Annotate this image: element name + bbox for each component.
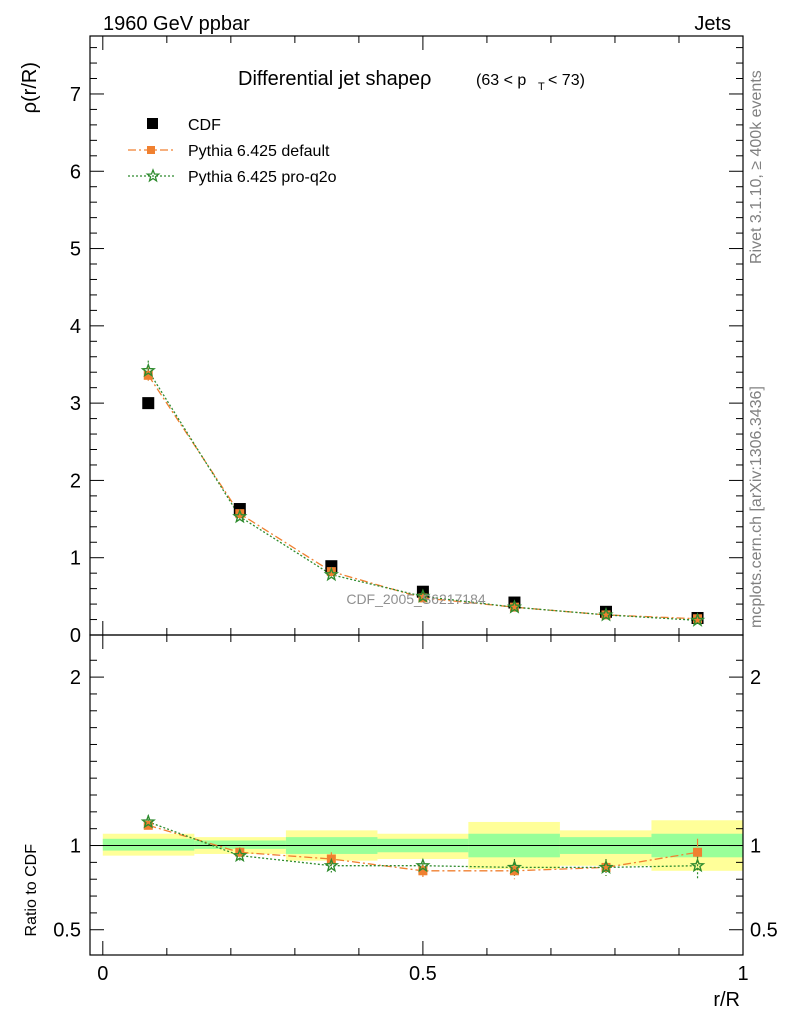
x-axis-label: r/R	[713, 989, 740, 1011]
ratio-default-point	[601, 862, 611, 872]
x-tick-label: 1	[737, 963, 748, 985]
ratio-y-tick-label: 1	[70, 836, 81, 858]
title-range-sub: T	[538, 81, 545, 93]
main-y-tick-label: 7	[70, 84, 81, 106]
legend-cdf-marker	[147, 118, 158, 129]
ratio-default-point	[418, 866, 428, 876]
legend-cdf-label: CDF	[188, 117, 221, 134]
main-default-point	[509, 602, 519, 612]
main-default-point	[693, 614, 703, 624]
ratio-y-tick-label: 0.5	[53, 920, 81, 942]
main-y-tick-label: 4	[70, 316, 81, 338]
ratio-pro-point	[598, 859, 614, 874]
main-y-tick-label: 0	[70, 625, 81, 647]
ratio-pro-point	[232, 847, 248, 863]
ratio-default-point	[509, 866, 519, 876]
series-lines	[147, 370, 698, 872]
ratio-plot-frame	[89, 634, 744, 956]
ratio-default-point	[693, 847, 703, 857]
ratio-y-tick-label-right: 1	[750, 836, 761, 858]
main-default-line	[147, 374, 698, 620]
title-range-close: < 73)	[548, 72, 585, 89]
ratio-pro-point	[689, 857, 706, 873]
ratio-uncertainty-bands	[90, 820, 743, 871]
title-range-open: (63 < p	[476, 72, 526, 89]
header-left: 1960 GeV ppbar	[103, 13, 250, 35]
main-pro-point	[323, 566, 340, 582]
rivet-label: Rivet 3.1.10, ≥ 400k events	[748, 70, 765, 264]
main-y-tick-label: 3	[70, 393, 81, 415]
analysis-watermark: CDF_2005_S6217184	[346, 591, 486, 607]
legend-pro-label: Pythia 6.425 pro-q2o	[188, 169, 337, 186]
main-y-tick-label: 1	[70, 548, 81, 570]
title-main: Differential jet shapeρ	[238, 68, 431, 90]
main-y-tick-label: 6	[70, 161, 81, 183]
y-axis-label: ρ(r/R)	[19, 62, 41, 113]
main-default-point	[418, 593, 428, 603]
main-pro-point	[598, 606, 614, 622]
ratio-pro-point	[140, 813, 156, 829]
ratio-y-tick-label-right: 0.5	[750, 920, 778, 942]
ratio-pro-point	[506, 859, 523, 874]
main-default-point	[235, 509, 245, 519]
ratio-y-tick-label-right: 2	[750, 667, 761, 689]
main-pro-line	[147, 370, 698, 621]
legend-default-label: Pythia 6.425 default	[188, 143, 330, 160]
main-y-tick-label: 5	[70, 239, 81, 261]
ratio-y-tick-label: 2	[70, 667, 81, 689]
main-default-point	[326, 567, 336, 577]
legend: CDF Pythia 6.425 default Pythia 6.425 pr…	[128, 117, 337, 186]
data-markers	[140, 362, 706, 876]
ratio-pro-point	[415, 857, 431, 873]
chart-title: Differential jet shapeρ (63 < p T < 73)	[238, 68, 585, 93]
header-right: Jets	[694, 13, 731, 35]
mcplots-label: mcplots.cern.ch [arXiv:1306.3436]	[748, 386, 765, 628]
x-tick-label: 0.5	[409, 963, 437, 985]
main-default-point	[143, 370, 153, 380]
legend-default-marker	[147, 146, 155, 154]
main-cdf-point	[142, 397, 155, 410]
ratio-y-axis-label: Ratio to CDF	[23, 844, 40, 937]
main-default-point	[601, 610, 611, 620]
band-inner-bin	[102, 838, 195, 851]
main-y-tick-label: 2	[70, 470, 81, 492]
main-pro-point	[140, 362, 156, 378]
main-pro-point	[506, 599, 523, 614]
band-inner-bin	[194, 840, 286, 849]
main-pro-point	[415, 588, 431, 603]
ratio-default-point	[235, 847, 245, 857]
x-tick-label: 0	[97, 963, 108, 985]
ratio-pro-point	[323, 857, 340, 873]
main-pro-point	[689, 612, 706, 627]
error-bars	[147, 360, 699, 880]
main-pro-point	[232, 508, 248, 524]
legend-pro-marker	[145, 168, 161, 183]
